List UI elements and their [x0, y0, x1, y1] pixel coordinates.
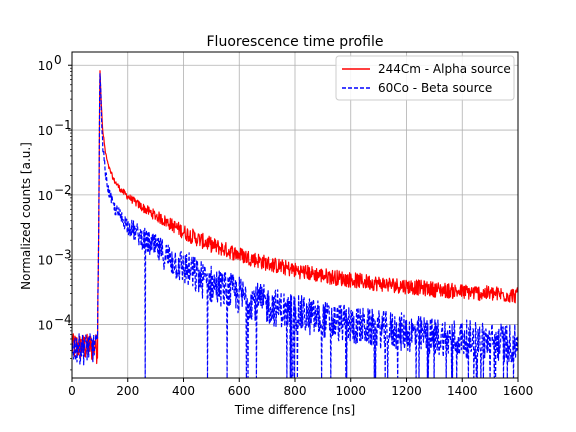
legend: 244Cm - Alpha source 60Co - Beta source [335, 55, 515, 101]
x-tick-label: 0 [68, 384, 76, 398]
x-tick-label: 1000 [335, 384, 366, 398]
y-tick-label: 10 [38, 254, 53, 268]
y-axis-label: Normalized counts [a.u.] [19, 142, 33, 290]
series-group [72, 70, 518, 378]
y-tick-label: 10 [38, 189, 53, 203]
x-tick-label: 200 [116, 384, 139, 398]
series-line-beta [72, 73, 518, 378]
y-tick-exponent: −4 [54, 313, 72, 327]
x-tick-label: 1600 [503, 384, 534, 398]
x-tick-label: 800 [284, 384, 307, 398]
y-tick-exponent: −3 [54, 248, 72, 262]
y-tick-exponent: 0 [54, 53, 62, 67]
y-tick-label: 10 [38, 319, 53, 333]
series-line-alpha [72, 70, 518, 365]
legend-box [335, 55, 515, 101]
x-tick-label: 400 [172, 384, 195, 398]
y-tick-exponent: −1 [54, 118, 72, 132]
x-axis-label: Time difference [ns] [234, 403, 355, 417]
x-tick-label: 1200 [391, 384, 422, 398]
x-tick-label: 600 [228, 384, 251, 398]
chart-title: Fluorescence time profile [207, 34, 384, 50]
y-tick-label: 10 [38, 124, 53, 138]
y-tick-exponent: −2 [54, 183, 72, 197]
y-tick-label: 10 [38, 59, 53, 73]
legend-label-alpha: 244Cm - Alpha source [378, 62, 511, 76]
x-tick-label: 1400 [447, 384, 478, 398]
legend-label-beta: 60Co - Beta source [378, 81, 492, 95]
